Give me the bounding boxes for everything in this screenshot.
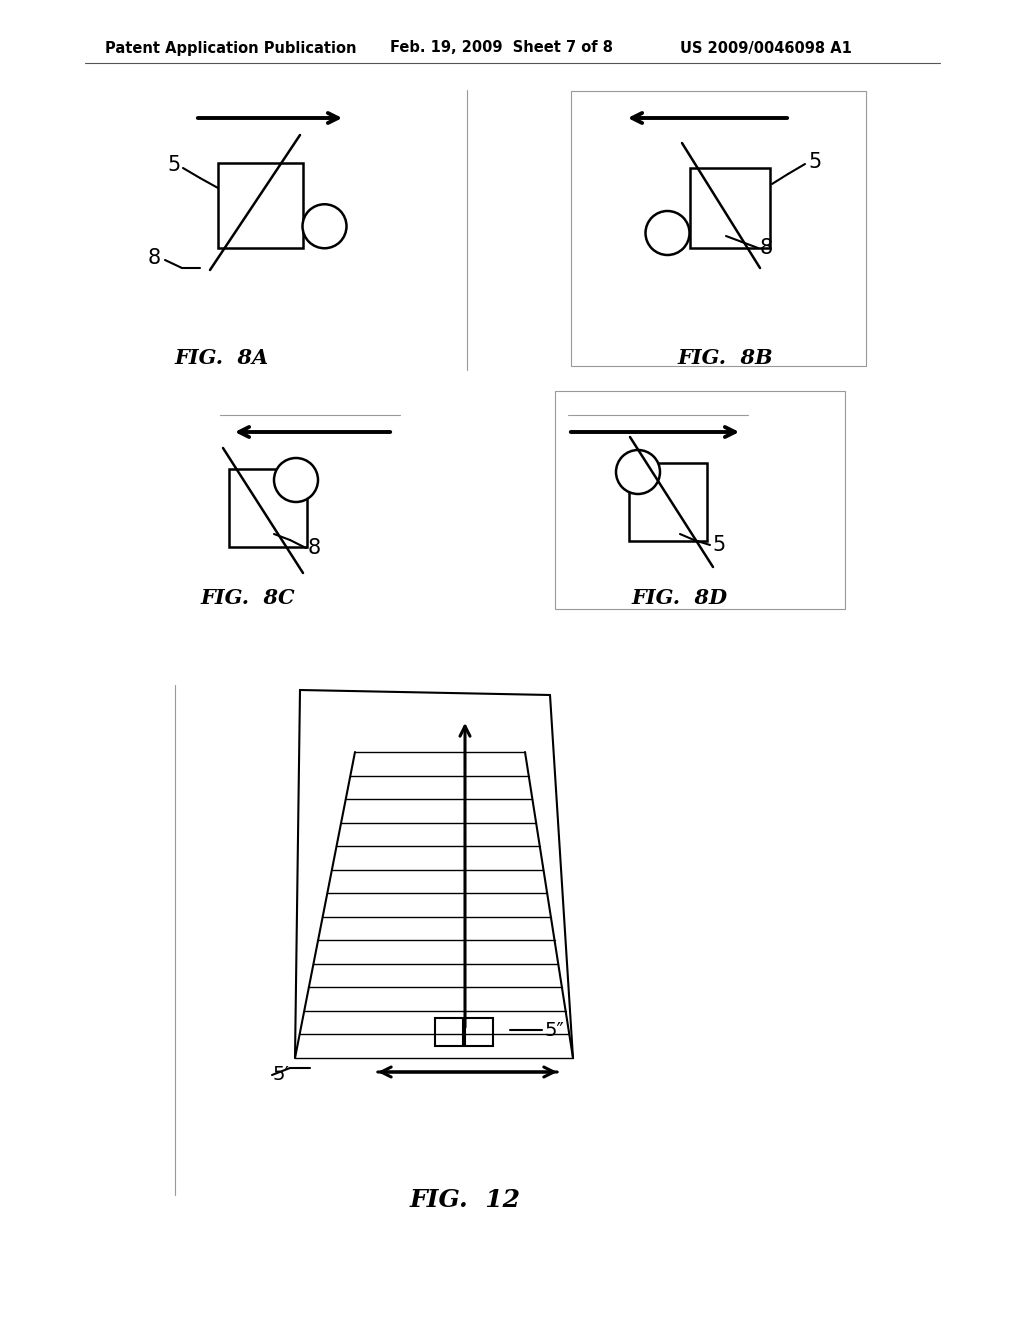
- Text: US 2009/0046098 A1: US 2009/0046098 A1: [680, 41, 852, 55]
- Bar: [690, 168, 770, 248]
- Text: FIG.  12: FIG. 12: [410, 1188, 520, 1212]
- Text: 8: 8: [760, 238, 773, 257]
- Text: 5: 5: [712, 535, 725, 554]
- Circle shape: [645, 211, 689, 255]
- Circle shape: [274, 458, 318, 502]
- Text: 5: 5: [808, 152, 821, 172]
- Bar: [229, 469, 307, 546]
- Bar: [570, 91, 865, 366]
- Text: Feb. 19, 2009  Sheet 7 of 8: Feb. 19, 2009 Sheet 7 of 8: [390, 41, 613, 55]
- Text: FIG.  8A: FIG. 8A: [175, 348, 269, 368]
- Text: 5″: 5″: [545, 1020, 565, 1040]
- Bar: [217, 162, 302, 248]
- Text: FIG.  8B: FIG. 8B: [677, 348, 773, 368]
- Bar: [465, 1018, 493, 1045]
- Text: FIG.  8D: FIG. 8D: [632, 587, 728, 609]
- Bar: [435, 1018, 463, 1045]
- Text: 5′: 5′: [272, 1065, 289, 1085]
- Bar: [629, 463, 707, 541]
- Bar: [555, 391, 845, 609]
- Text: 5: 5: [167, 154, 180, 176]
- Circle shape: [302, 205, 346, 248]
- Text: 8: 8: [148, 248, 161, 268]
- Text: 8: 8: [308, 539, 322, 558]
- Text: FIG.  8C: FIG. 8C: [201, 587, 295, 609]
- Text: Patent Application Publication: Patent Application Publication: [105, 41, 356, 55]
- Circle shape: [616, 450, 660, 494]
